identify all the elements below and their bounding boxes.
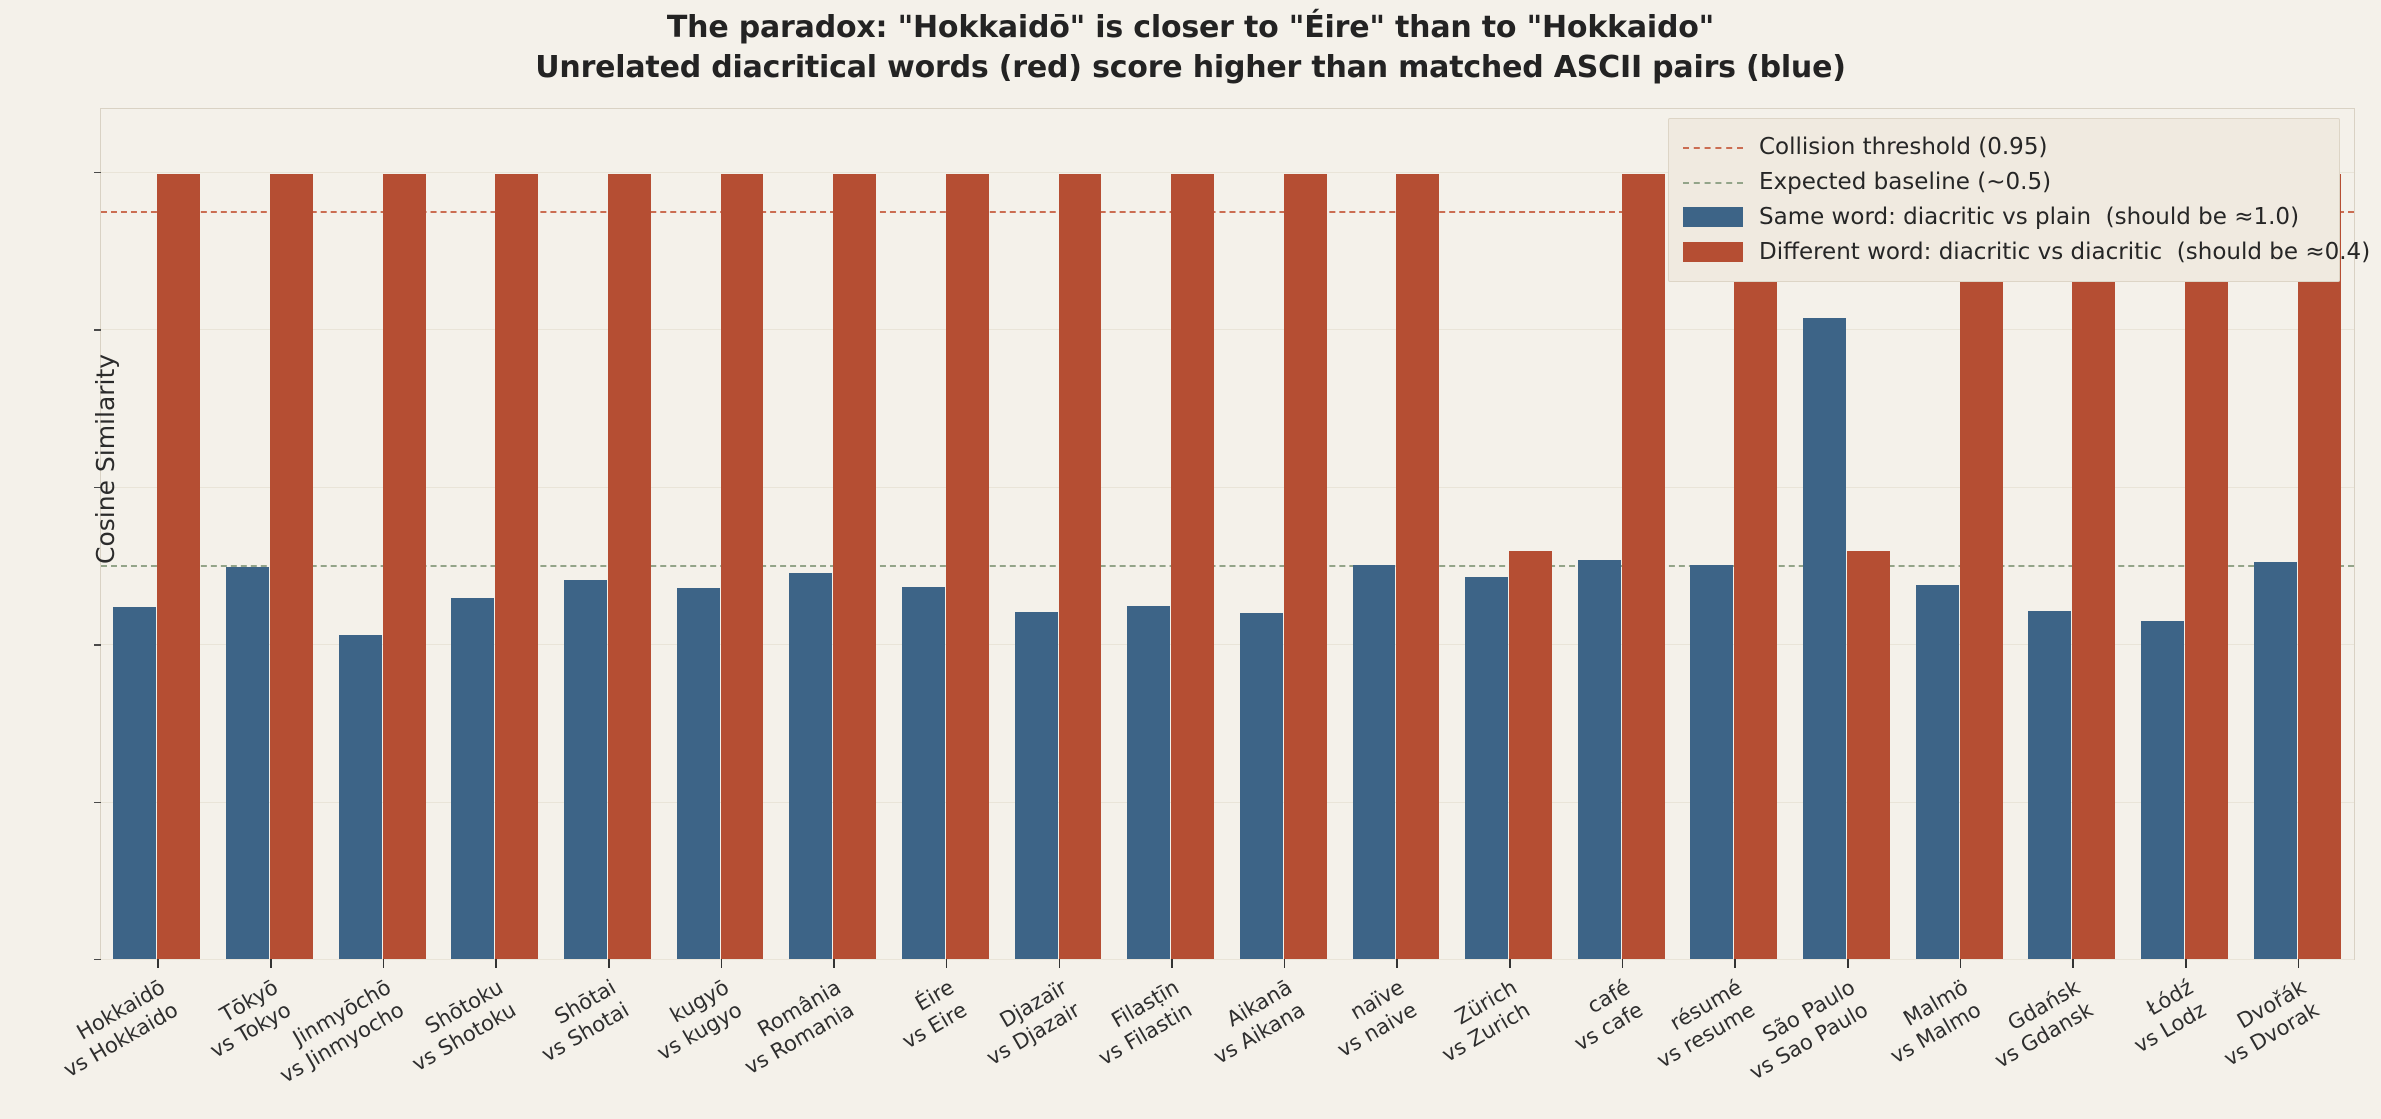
bar — [1171, 173, 1215, 959]
bar — [1465, 576, 1509, 959]
legend-row: Different word: diacritic vs diacritic (… — [1683, 234, 2370, 269]
legend-dashed-line-icon — [1683, 136, 1743, 158]
y-tick-mark — [94, 329, 101, 331]
bar — [1577, 559, 1621, 959]
x-tick-mark — [720, 959, 723, 968]
y-gridline — [101, 644, 2354, 646]
legend-row: Same word: diacritic vs plain (should be… — [1683, 199, 2325, 234]
chart-title-line1: The paradox: "Hokkaidō" is closer to "Éi… — [666, 10, 1715, 45]
bar — [1396, 173, 1440, 959]
bar — [1239, 612, 1283, 959]
bar — [563, 579, 607, 959]
bar — [113, 607, 157, 959]
x-tick-mark — [1283, 959, 1286, 968]
x-tick-mark — [495, 959, 497, 968]
bar — [2141, 620, 2184, 959]
y-tick-mark — [94, 486, 101, 489]
bar — [1014, 611, 1058, 959]
bar — [1058, 173, 1102, 959]
x-tick-mark — [1734, 959, 1737, 968]
bar — [2185, 173, 2228, 959]
x-tick-mark — [157, 959, 159, 968]
bar — [833, 173, 877, 959]
x-tick-mark — [1171, 959, 1173, 968]
bar — [269, 173, 313, 959]
chart-legend: Collision threshold (0.95) Expected basel… — [1668, 118, 2370, 282]
bar — [1847, 551, 1890, 959]
bar — [1690, 565, 1734, 959]
x-tick-mark — [1959, 959, 1962, 968]
bar — [1803, 317, 1847, 959]
bar — [451, 597, 495, 959]
legend-row: Collision threshold (0.95) — [1683, 129, 2325, 164]
bar — [1621, 173, 1665, 959]
bar — [1127, 606, 1171, 959]
bar — [676, 587, 720, 959]
legend-row: Expected baseline (~0.5) — [1683, 164, 2325, 199]
bar — [1915, 585, 1959, 959]
y-tick-mark — [94, 959, 101, 961]
y-gridline — [101, 959, 2354, 960]
x-tick-mark — [833, 959, 835, 968]
bar — [789, 572, 833, 959]
bar — [382, 173, 426, 959]
x-tick-mark — [2297, 959, 2300, 968]
bar — [1352, 565, 1396, 959]
bar — [2072, 173, 2116, 959]
bar — [1283, 173, 1327, 959]
y-axis-label: Cosine Similarity — [91, 353, 120, 564]
x-tick-mark — [1847, 959, 1849, 968]
reference-line — [101, 211, 2354, 214]
legend-label: Same word: diacritic vs plain (should be… — [1759, 203, 2300, 230]
x-tick-mark — [382, 959, 385, 968]
bar — [945, 173, 989, 959]
x-tick-mark — [269, 959, 272, 968]
bar — [1959, 173, 2003, 959]
x-tick-mark — [945, 959, 948, 968]
legend-dashed-line-icon — [1683, 171, 1743, 193]
y-tick-mark — [94, 801, 101, 803]
legend-swatch-icon — [1683, 206, 1743, 227]
x-tick-mark — [2185, 959, 2187, 968]
bar — [2028, 611, 2072, 959]
bar — [2253, 562, 2297, 959]
chart-title: The paradox: "Hokkaidō" is closer to "Éi… — [0, 8, 2381, 88]
legend-label: Collision threshold (0.95) — [1759, 133, 2048, 160]
bar — [1734, 173, 1778, 959]
x-tick-mark — [607, 959, 610, 968]
y-tick-mark — [94, 644, 101, 646]
bar — [607, 173, 651, 959]
bar — [901, 586, 945, 959]
reference-line — [101, 565, 2354, 568]
bar — [338, 634, 382, 959]
legend-label: Different word: diacritic vs diacritic (… — [1759, 238, 2371, 265]
bar — [157, 173, 201, 959]
y-gridline — [101, 801, 2354, 803]
y-tick-mark — [94, 171, 101, 174]
y-gridline — [101, 486, 2354, 488]
bar — [2297, 173, 2341, 959]
bar — [1509, 551, 1553, 959]
y-gridline — [101, 329, 2354, 331]
x-tick-mark — [1509, 959, 1511, 968]
bar — [226, 567, 269, 959]
y-gridline — [101, 171, 2354, 173]
bar — [720, 173, 764, 959]
legend-swatch-icon — [1683, 241, 1743, 262]
x-tick-mark — [1396, 959, 1399, 968]
x-tick-mark — [2072, 959, 2074, 968]
x-tick-mark — [1058, 959, 1061, 968]
chart-title-line2: Unrelated diacritical words (red) score … — [535, 49, 1846, 85]
chart-plot-area: 0.00.20.40.60.81.0Hokkaidōvs HokkaidoTōk… — [60, 109, 2354, 1087]
bar — [495, 173, 539, 959]
legend-label: Expected baseline (~0.5) — [1759, 168, 2052, 195]
x-tick-mark — [1621, 959, 1624, 968]
